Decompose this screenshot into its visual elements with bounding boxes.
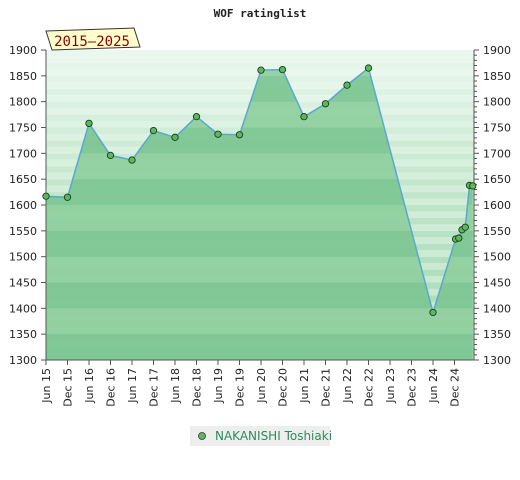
y-tick-label-left: 1600: [9, 199, 37, 212]
x-tick-label: Jun 24: [427, 368, 440, 404]
data-point: [149, 126, 158, 135]
x-tick-label: Dec 18: [191, 368, 204, 407]
y-tick-label-right: 1850: [483, 70, 511, 83]
y-tick-label-right: 1750: [483, 122, 511, 135]
y-tick-label-right: 1550: [483, 225, 511, 238]
x-tick-label: Jun 23: [384, 368, 397, 404]
x-tick-label: Jun 15: [40, 368, 53, 404]
y-tick-label-left: 1500: [9, 251, 37, 264]
x-tick-label: Jun 22: [341, 368, 354, 404]
y-tick-label-left: 1850: [9, 70, 37, 83]
x-tick-label: Jun 16: [83, 368, 96, 404]
y-tick-label-right: 1300: [483, 354, 511, 367]
y-tick-label-left: 1700: [9, 147, 37, 160]
area-stripe: [46, 282, 473, 309]
area-stripe: [46, 334, 473, 360]
x-tick-label: Dec 21: [320, 368, 333, 407]
data-point: [214, 130, 222, 138]
y-tick-label-right: 1450: [483, 277, 511, 290]
x-tick-label: Jun 17: [126, 368, 139, 404]
background-band: [46, 62, 474, 70]
area-stripe: [46, 256, 473, 283]
x-tick-label: Dec 19: [234, 368, 247, 407]
data-point: [278, 65, 287, 74]
data-point: [364, 64, 373, 72]
area-stripe: [46, 205, 473, 231]
date-range-badge: 2015–2025: [45, 27, 141, 51]
x-tick-label: Jun 19: [212, 368, 225, 404]
y-tick-label-left: 1550: [9, 225, 37, 238]
axes: 1300 1300 1350 1350 1400 1400 1450 1450 1500 1500…: [9, 44, 511, 407]
y-tick-label-right: 1900: [483, 44, 511, 57]
data-point: [429, 308, 437, 317]
data-point: [106, 151, 115, 160]
x-tick-label: Dec 20: [277, 368, 290, 407]
x-tick-label: Dec 22: [363, 368, 376, 407]
background-band: [46, 50, 474, 57]
y-tick-label-right: 1350: [483, 328, 511, 341]
y-tick-label-left: 1900: [9, 44, 37, 57]
data-point: [235, 131, 244, 139]
data-point: [321, 100, 330, 108]
legend-box: [190, 426, 330, 446]
legend-series-name: NAKANISHI Toshiaki: [215, 429, 332, 443]
y-tick-label-left: 1350: [9, 328, 37, 341]
x-tick-label: Jun 18: [169, 368, 182, 404]
area-stripe: [46, 308, 473, 335]
data-point: [300, 113, 308, 121]
data-point: [171, 133, 179, 141]
x-tick-label: Dec 24: [449, 368, 462, 407]
y-tick-label-right: 1600: [483, 199, 511, 212]
area-stripe: [46, 230, 473, 257]
data-point: [455, 234, 463, 242]
data-point: [461, 223, 469, 231]
y-tick-label-left: 1450: [9, 277, 37, 290]
data-point: [343, 81, 351, 89]
x-tick-label: Jun 20: [255, 368, 268, 404]
y-tick-label-right: 1700: [483, 147, 511, 160]
y-tick-label-left: 1400: [9, 302, 37, 315]
date-range-box: [45, 27, 141, 51]
data-markers: [42, 64, 477, 317]
data-point: [63, 193, 72, 201]
y-tick-label-left: 1650: [9, 173, 37, 186]
data-point: [42, 192, 50, 200]
data-point: [85, 119, 93, 128]
data-point: [257, 66, 265, 74]
background-band: [46, 56, 474, 63]
y-tick-label-right: 1500: [483, 251, 511, 264]
x-tick-label: Jun 21: [298, 368, 311, 404]
data-point: [128, 156, 136, 164]
x-tick-label: Dec 16: [105, 368, 118, 407]
data-point: [469, 182, 477, 190]
legend-marker: [198, 432, 206, 440]
x-tick-label: Dec 15: [62, 368, 75, 407]
data-point: [192, 113, 201, 121]
x-tick-label: Dec 23: [406, 368, 419, 407]
y-tick-label-left: 1300: [9, 354, 37, 367]
y-tick-label-left: 1750: [9, 122, 37, 135]
y-tick-label-right: 1650: [483, 173, 511, 186]
y-tick-label-right: 1400: [483, 302, 511, 315]
y-tick-label-right: 1800: [483, 96, 511, 109]
chart-title: WOF ratinglist: [214, 7, 307, 20]
legend: NAKANISHI Toshiaki: [190, 426, 332, 446]
date-range-label: 2015–2025: [54, 34, 130, 50]
y-tick-label-left: 1800: [9, 96, 37, 109]
x-tick-label: Dec 17: [148, 368, 161, 407]
